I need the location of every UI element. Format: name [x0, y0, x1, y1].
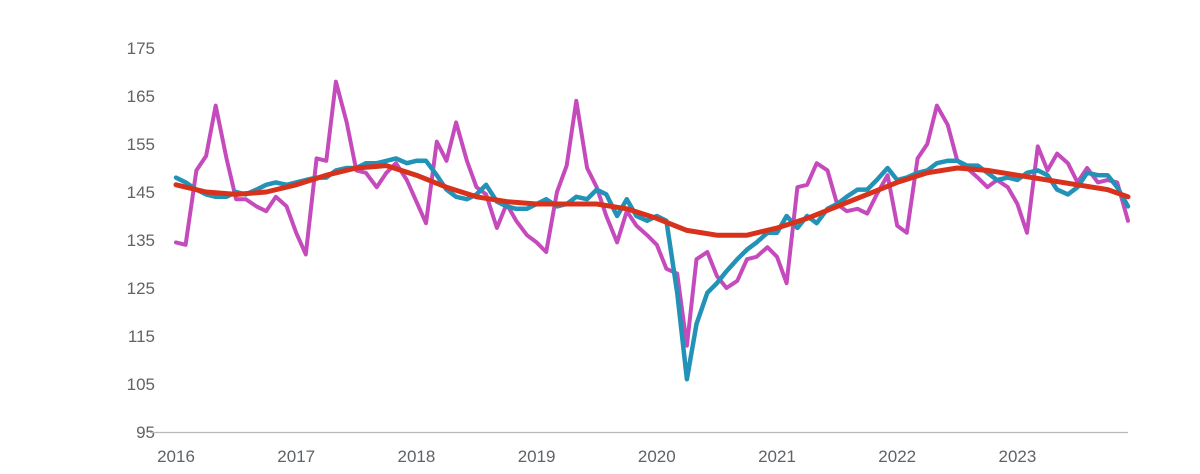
- series-lines: [173, 79, 1131, 382]
- series-line-2: [173, 156, 1131, 382]
- y-tick-label: 155: [127, 135, 155, 154]
- y-axis-tick-labels: 95 105 115 125 135 145 155 165 175: [127, 39, 155, 442]
- y-tick-label: 165: [127, 87, 155, 106]
- x-tick-label: 2020: [638, 447, 676, 466]
- x-tick-label: 2022: [878, 447, 916, 466]
- y-tick-label: 145: [127, 183, 155, 202]
- y-tick-label: 95: [136, 423, 155, 442]
- y-tick-label: 115: [128, 327, 155, 346]
- x-axis-tick-labels: 2016 2017 2018 2019 2020 2021 2022 2023: [157, 447, 1036, 466]
- series-line-3: [173, 163, 1131, 238]
- x-tick-label: 2018: [397, 447, 435, 466]
- x-tick-label: 2017: [277, 447, 315, 466]
- y-tick-label: 125: [127, 279, 155, 298]
- y-tick-label: 135: [127, 231, 155, 250]
- y-tick-label: 175: [127, 39, 155, 58]
- y-tick-label: 105: [127, 375, 155, 394]
- x-tick-label: 2019: [518, 447, 556, 466]
- x-tick-label: 2021: [758, 447, 796, 466]
- series-line-1: [174, 79, 1130, 348]
- x-tick-label: 2016: [157, 447, 195, 466]
- x-tick-label: 2023: [999, 447, 1037, 466]
